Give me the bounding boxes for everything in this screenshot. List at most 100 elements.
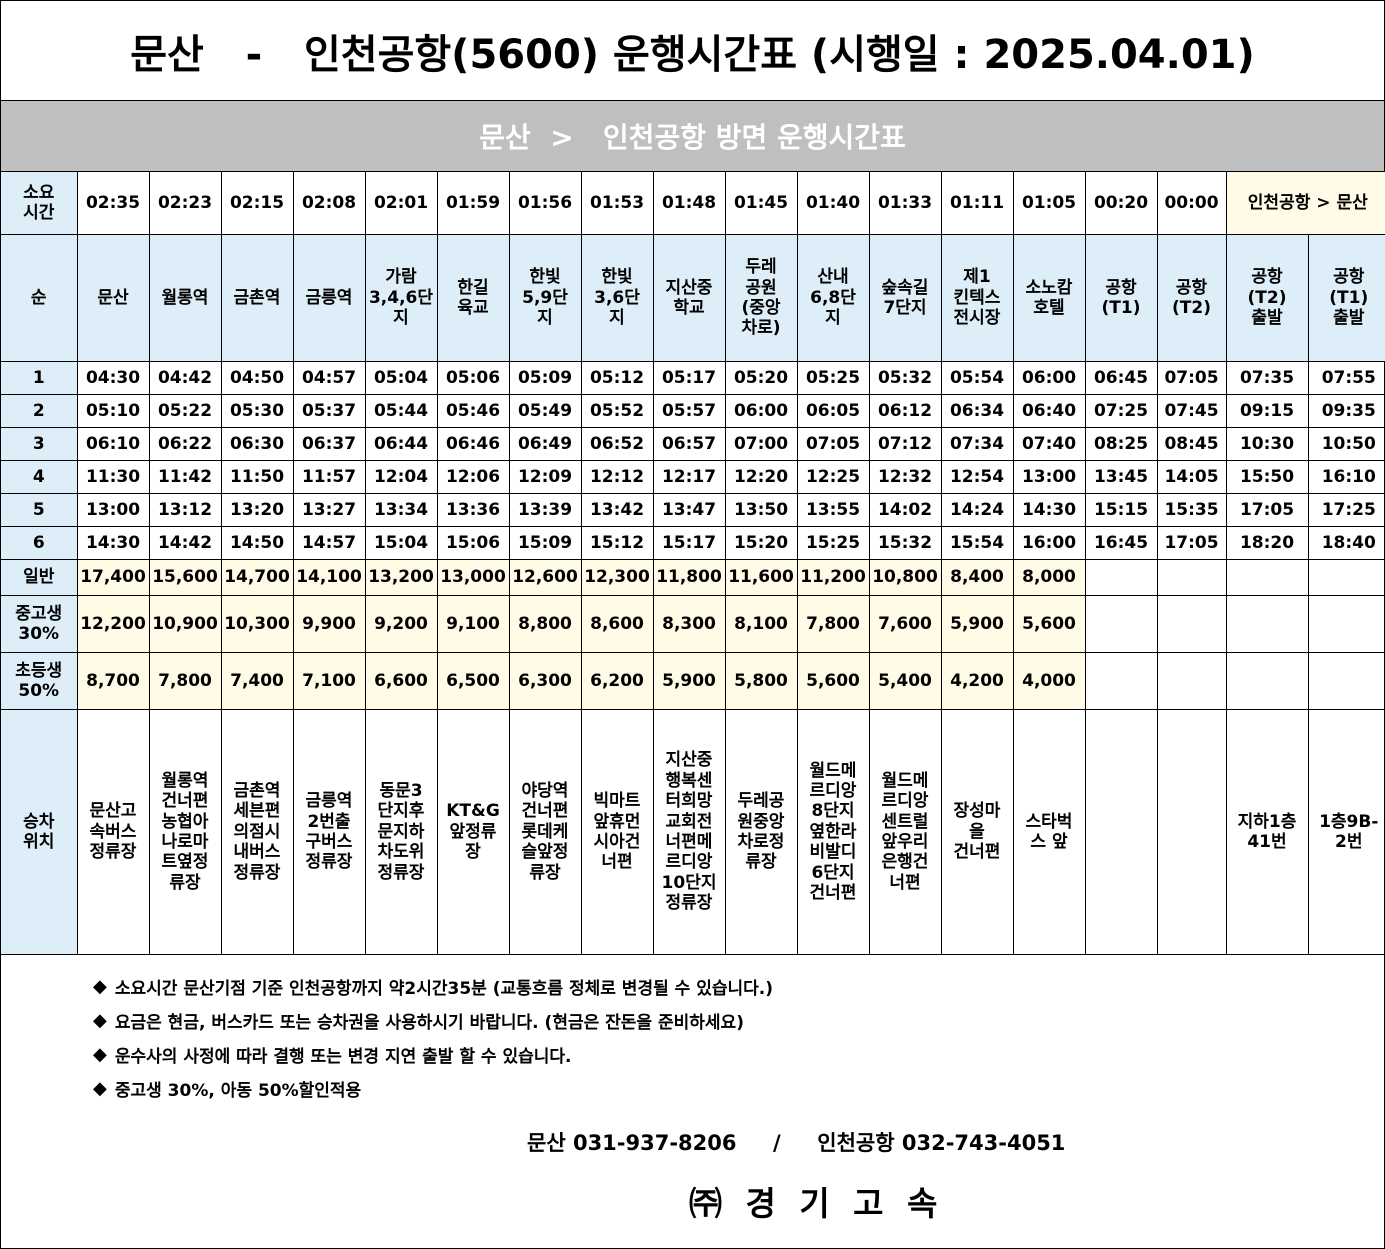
stop-name: 월롱역 bbox=[148, 234, 222, 362]
stop-name: 소노캄 호텔 bbox=[1012, 234, 1086, 362]
departure-time: 05:49 bbox=[508, 394, 582, 428]
departure-time: 07:12 bbox=[868, 427, 942, 461]
fare-value: 5,600 bbox=[1012, 595, 1086, 653]
empty-cell bbox=[1084, 652, 1158, 710]
departure-time: 12:20 bbox=[724, 460, 798, 494]
departure-time: 06:46 bbox=[436, 427, 510, 461]
fare-value: 5,800 bbox=[724, 652, 798, 710]
empty-cell bbox=[1156, 595, 1227, 653]
duration-cell: 01:45 bbox=[724, 172, 798, 235]
table-row: 4 11:30 11:42 11:50 11:57 12:04 12:06 12:09 12:1… bbox=[1, 460, 1385, 494]
departure-time: 14:42 bbox=[148, 526, 222, 560]
fare-label: 초등생 50% bbox=[1, 652, 78, 710]
trip-number: 2 bbox=[1, 394, 78, 428]
departure-time: 13:47 bbox=[652, 493, 726, 527]
empty-cell bbox=[1307, 652, 1385, 710]
sequence-label: 순 bbox=[1, 234, 78, 362]
table-row: 1 04:30 04:42 04:50 04:57 05:04 05:06 05:09 05:1… bbox=[1, 361, 1385, 395]
departure-time: 07:55 bbox=[1307, 361, 1385, 395]
departure-time: 16:10 bbox=[1307, 460, 1385, 494]
departure-time: 04:50 bbox=[220, 361, 294, 395]
boarding-location: 야당역 건너편 롯데케 슬앞정 류장 bbox=[508, 709, 582, 955]
departure-time: 05:32 bbox=[868, 361, 942, 395]
boarding-location: KT&G 앞정류 장 bbox=[436, 709, 510, 955]
fare-value: 5,400 bbox=[868, 652, 942, 710]
company-name: ㈜ 경 기 고 속 bbox=[689, 1184, 944, 1223]
note-item: ◆ 운수사의 사정에 따라 결행 또는 변경 지연 출발 할 수 있습니다. bbox=[93, 1037, 1384, 1071]
departure-time: 13:55 bbox=[796, 493, 870, 527]
departure-time: 07:00 bbox=[724, 427, 798, 461]
fare-value: 6,200 bbox=[580, 652, 654, 710]
boarding-row: 승차 위치 문산고 속버스 정류장 월롱역 건너편 농협아 나로마 트옆정 류장 금촌… bbox=[1, 709, 1385, 955]
departure-time: 07:34 bbox=[940, 427, 1014, 461]
stop-name: 금릉역 bbox=[292, 234, 366, 362]
empty-cell bbox=[1307, 595, 1385, 653]
fare-value: 8,100 bbox=[724, 595, 798, 653]
table-row: 3 06:10 06:22 06:30 06:37 06:44 06:46 06:49 06:5… bbox=[1, 427, 1385, 461]
departure-time: 13:50 bbox=[724, 493, 798, 527]
fare-value: 8,400 bbox=[940, 559, 1014, 596]
note-text: 요금은 현금, 버스카드 또는 승차권을 사용하시기 바랍니다. (현금은 잔돈… bbox=[114, 1012, 744, 1033]
fare-value: 8,000 bbox=[1012, 559, 1086, 596]
departure-time: 13:12 bbox=[148, 493, 222, 527]
boarding-location: 두레공 원중앙 차로정 류장 bbox=[724, 709, 798, 955]
departure-time: 05:12 bbox=[580, 361, 654, 395]
departure-time: 13:00 bbox=[76, 493, 150, 527]
note-item: ◆ 요금은 현금, 버스카드 또는 승차권을 사용하시기 바랍니다. (현금은 잔… bbox=[93, 1003, 1384, 1037]
departure-time: 05:46 bbox=[436, 394, 510, 428]
fare-value: 12,200 bbox=[76, 595, 150, 653]
departure-time: 06:12 bbox=[868, 394, 942, 428]
departure-time: 06:45 bbox=[1084, 361, 1158, 395]
duration-cell: 01:33 bbox=[868, 172, 942, 235]
departure-time: 08:25 bbox=[1084, 427, 1158, 461]
diamond-bullet-icon: ◆ bbox=[93, 1009, 107, 1031]
boarding-location: 지산중 행복센 터희망 교회전 너편메 르디앙 10단지 정류장 bbox=[652, 709, 726, 955]
departure-time: 15:54 bbox=[940, 526, 1014, 560]
stop-name: 제1 킨텍스 전시장 bbox=[940, 234, 1014, 362]
departure-time: 05:20 bbox=[724, 361, 798, 395]
fare-value: 8,300 bbox=[652, 595, 726, 653]
departure-time: 13:42 bbox=[580, 493, 654, 527]
departure-time: 13:36 bbox=[436, 493, 510, 527]
departure-time: 07:45 bbox=[1156, 394, 1227, 428]
fare-value: 4,200 bbox=[940, 652, 1014, 710]
departure-time: 18:20 bbox=[1225, 526, 1309, 560]
departure-time: 15:15 bbox=[1084, 493, 1158, 527]
empty-cell bbox=[1156, 652, 1227, 710]
departure-time: 06:57 bbox=[652, 427, 726, 461]
fare-value: 7,100 bbox=[292, 652, 366, 710]
stop-name: 한길 육교 bbox=[436, 234, 510, 362]
fare-value: 6,600 bbox=[364, 652, 438, 710]
departure-time: 13:00 bbox=[1012, 460, 1086, 494]
table-row: 6 14:30 14:42 14:50 14:57 15:04 15:06 15:09 15:1… bbox=[1, 526, 1385, 560]
empty-cell bbox=[1225, 595, 1309, 653]
table-row: 5 13:00 13:12 13:20 13:27 13:34 13:36 13:39 13:4… bbox=[1, 493, 1385, 527]
boarding-location: 월드메 르디앙 센트럴 앞우리 은행건 너편 bbox=[868, 709, 942, 955]
departure-time: 06:05 bbox=[796, 394, 870, 428]
departure-time: 04:30 bbox=[76, 361, 150, 395]
boarding-location: 금릉역 2번출 구버스 정류장 bbox=[292, 709, 366, 955]
departure-time: 11:50 bbox=[220, 460, 294, 494]
departure-time: 06:52 bbox=[580, 427, 654, 461]
departure-time: 11:42 bbox=[148, 460, 222, 494]
duration-row: 소요 시간 02:35 02:23 02:15 02:08 02:01 01:59 01:56… bbox=[1, 172, 1385, 235]
departure-time: 15:12 bbox=[580, 526, 654, 560]
departure-time: 15:20 bbox=[724, 526, 798, 560]
duration-cell: 01:05 bbox=[1012, 172, 1086, 235]
departure-time: 15:04 bbox=[364, 526, 438, 560]
diamond-bullet-icon: ◆ bbox=[93, 1043, 107, 1065]
duration-cell: 00:00 bbox=[1156, 172, 1227, 235]
trip-number: 3 bbox=[1, 427, 78, 461]
boarding-location: 금촌역 세븐편 의점시 내버스 정류장 bbox=[220, 709, 294, 955]
departure-time: 17:05 bbox=[1156, 526, 1227, 560]
fare-row: 중고생 30% 12,200 10,900 10,300 9,900 9,200 9,100… bbox=[1, 595, 1385, 653]
contact-phones: 문산 031-937-8206 / 인천공항 032-743-4051 bbox=[527, 1131, 1066, 1155]
departure-time: 05:37 bbox=[292, 394, 366, 428]
stop-name: 숲속길 7단지 bbox=[868, 234, 942, 362]
notes-list: ◆ 소요시간 문산기점 기준 인천공항까지 약2시간35분 (교통흐름 정체로 변… bbox=[1, 955, 1384, 1105]
stop-name: 공항 (T2) 출발 bbox=[1225, 234, 1309, 362]
departure-time: 10:30 bbox=[1225, 427, 1309, 461]
stop-name: 금촌역 bbox=[220, 234, 294, 362]
departure-time: 05:54 bbox=[940, 361, 1014, 395]
departure-time: 06:44 bbox=[364, 427, 438, 461]
